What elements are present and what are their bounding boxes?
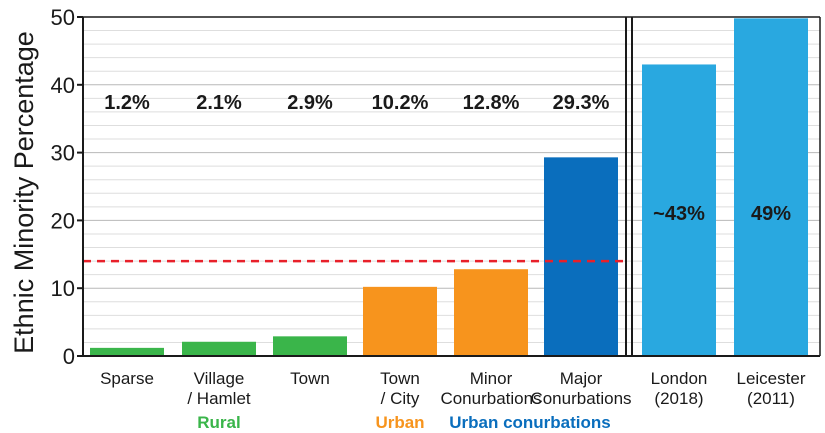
category-label: Village [194,369,245,388]
category-label: Leicester [737,369,806,388]
category-label: Major [560,369,603,388]
value-label: 1.2% [104,92,150,114]
group-label-urban: Urban [375,413,424,432]
value-label: 2.9% [287,92,333,114]
bars [90,18,808,357]
bar-london [642,64,716,357]
value-label: ~43% [653,203,705,225]
value-label: 10.2% [372,92,429,114]
category-label: London [651,369,708,388]
category-label-line2: / City [381,389,420,408]
y-tick-label: 50 [51,5,75,30]
category-label-line2: / Hamlet [187,389,251,408]
y-axis-label: Ethnic Minority Percentage [9,31,39,354]
y-tick-label: 30 [51,141,75,166]
category-label: Minor [470,369,513,388]
group-label-rural: Rural [197,413,240,432]
bar-leicester [734,18,808,357]
bar-minor [454,269,528,356]
bar-town [273,336,347,356]
category-label-line2: (2011) [747,389,795,408]
value-label: 2.1% [196,92,242,114]
category-label-line2: Conurbations [530,389,631,408]
category-label: Sparse [100,369,154,388]
category-label: Town [290,369,330,388]
value-label: 12.8% [463,92,520,114]
y-tick-label: 10 [51,276,75,301]
category-label: Town [380,369,420,388]
group-label-urban-conurbations: Urban conurbations [449,413,611,432]
y-tick-label: 20 [51,208,75,233]
value-label: 49% [751,203,791,225]
category-label-line2: Conurbations [440,389,541,408]
y-tick-label: 0 [63,344,75,369]
labels: 1.2% Sparse 2.1% Village/ Hamlet 2.9% Town 10.… [100,92,806,432]
bar-major [544,157,618,356]
bar-village [182,341,256,356]
category-label-line2: (2018) [654,389,703,408]
bar-sparse [90,347,164,356]
axes: 0 10 20 30 40 50 Ethnic Minority Percentage [9,5,821,369]
y-tick-label: 40 [51,73,75,98]
bar-town [363,286,437,356]
value-label: 29.3% [553,92,610,114]
